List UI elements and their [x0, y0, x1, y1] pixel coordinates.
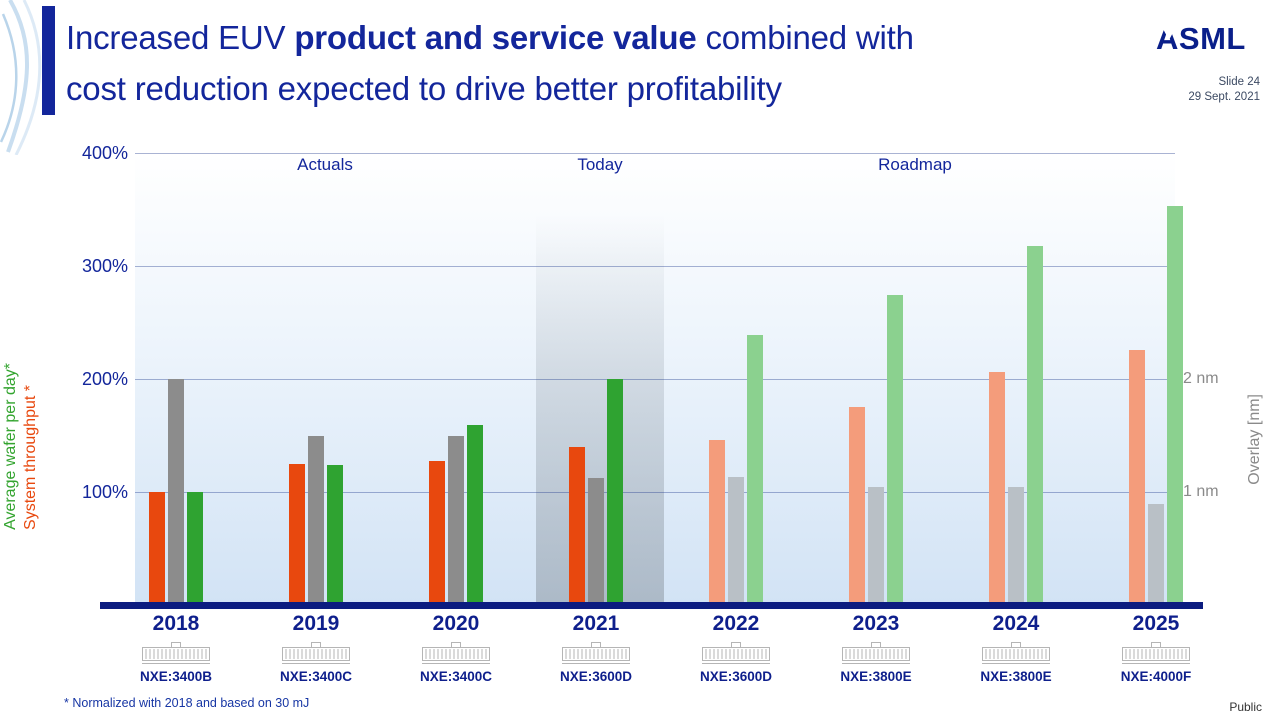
- gridline: [135, 153, 1175, 154]
- y-tick-label: 200%: [81, 369, 128, 389]
- section-label-actuals: Actuals: [297, 155, 353, 174]
- right-axis-tick: 2 nm: [1183, 370, 1219, 387]
- logo-block: ASML Slide 24 29 Sept. 2021: [1156, 20, 1260, 105]
- bar-overlay-2022: [728, 477, 744, 605]
- title-text-bold: product and service value: [294, 19, 697, 56]
- machine-icon: [141, 641, 211, 667]
- year-label: 2024: [992, 612, 1040, 635]
- title-text-2: combined with: [696, 19, 914, 56]
- bar-throughput-2025: [1129, 349, 1145, 605]
- bar-throughput-2021: [569, 446, 585, 605]
- year-label: 2023: [852, 612, 900, 635]
- machine-name: NXE:3600D: [699, 669, 773, 684]
- machine-name: NXE:3600D: [559, 669, 633, 684]
- bar-overlay-2019: [308, 435, 324, 605]
- year-label: 2021: [572, 612, 620, 635]
- machine-drawing-icon: [842, 642, 910, 664]
- y-tick-label: 400%: [81, 143, 128, 163]
- section-label-today: Today: [577, 155, 623, 174]
- machine-drawing-icon: [142, 642, 210, 664]
- title-text-line2: cost reduction expected to drive better …: [66, 70, 782, 107]
- section-label-roadmap: Roadmap: [878, 155, 952, 174]
- machine-icon: [421, 641, 491, 667]
- bar-wafers-2024: [1027, 245, 1043, 605]
- year-label: 2020: [432, 612, 480, 635]
- bar-overlay-2021: [588, 478, 604, 605]
- machine-name: NXE:3400C: [279, 669, 353, 684]
- bar-wafers-2023: [887, 295, 903, 605]
- slide-date: 29 Sept. 2021: [1188, 91, 1260, 103]
- machine-icon: [981, 641, 1051, 667]
- year-label: 2025: [1132, 612, 1180, 635]
- machine-drawing-icon: [282, 642, 350, 664]
- year-label: 2022: [712, 612, 760, 635]
- machine-drawing-icon: [982, 642, 1050, 664]
- gridline: [135, 266, 1175, 267]
- machine-drawing-icon: [562, 642, 630, 664]
- y-axis-label-wafers: Average wafer per day*: [2, 363, 19, 530]
- title-text-1: Increased EUV: [66, 19, 295, 56]
- bar-overlay-2024: [1008, 487, 1024, 605]
- bar-throughput-2020: [429, 461, 445, 605]
- bar-wafers-2019: [327, 464, 343, 605]
- machine-name: NXE:4000F: [1120, 669, 1192, 684]
- gridline: [135, 379, 1175, 380]
- machine-icon: [1121, 641, 1191, 667]
- bar-overlay-2020: [448, 435, 464, 605]
- bar-overlay-2023: [868, 487, 884, 605]
- title-accent-bar: [42, 6, 55, 115]
- bar-wafers-2021: [607, 379, 623, 605]
- page-title: Increased EUV product and service value …: [66, 12, 914, 114]
- bar-overlay-2018: [168, 379, 184, 605]
- machine-drawing-icon: [422, 642, 490, 664]
- machine-icon: [701, 641, 771, 667]
- year-label: 2018: [152, 612, 200, 635]
- machine-icon: [281, 641, 351, 667]
- y-tick-label: 300%: [81, 256, 128, 276]
- slide-number: Slide 24: [1218, 76, 1260, 88]
- machine-name: NXE:3400C: [419, 669, 493, 684]
- machine-name: NXE:3400B: [139, 669, 213, 684]
- y-tick-label: 100%: [81, 482, 128, 502]
- bar-throughput-2019: [289, 463, 305, 605]
- asml-logo-triangle: [1162, 27, 1176, 40]
- y-axis-label-throughput: System throughput *: [22, 385, 39, 530]
- bar-throughput-2022: [709, 440, 725, 605]
- machine-icon: [841, 641, 911, 667]
- bar-wafers-2025: [1167, 206, 1183, 605]
- bar-wafers-2018: [187, 492, 203, 605]
- bar-throughput-2023: [849, 407, 865, 605]
- gridline: [135, 492, 1175, 493]
- asml-logo: ASML: [1156, 21, 1246, 56]
- machine-name: NXE:3800E: [980, 669, 1052, 684]
- classification-label: Public: [1229, 700, 1262, 714]
- right-axis-tick: 1 nm: [1183, 483, 1219, 500]
- machine-drawing-icon: [1122, 642, 1190, 664]
- bar-overlay-2025: [1148, 504, 1164, 605]
- bar-wafers-2022: [747, 334, 763, 605]
- x-axis: [100, 602, 1203, 609]
- asml-logo-text: ASML: [1156, 21, 1246, 56]
- bar-throughput-2018: [149, 492, 165, 605]
- corner-decoration: [0, 0, 42, 155]
- machine-icon: [561, 641, 631, 667]
- year-label: 2019: [292, 612, 340, 635]
- footnote: * Normalized with 2018 and based on 30 m…: [64, 696, 310, 710]
- right-axis-label-overlay: Overlay [nm]: [1246, 394, 1263, 485]
- bar-throughput-2024: [989, 372, 1005, 605]
- machine-drawing-icon: [702, 642, 770, 664]
- bar-wafers-2020: [467, 425, 483, 605]
- machine-name: NXE:3800E: [840, 669, 912, 684]
